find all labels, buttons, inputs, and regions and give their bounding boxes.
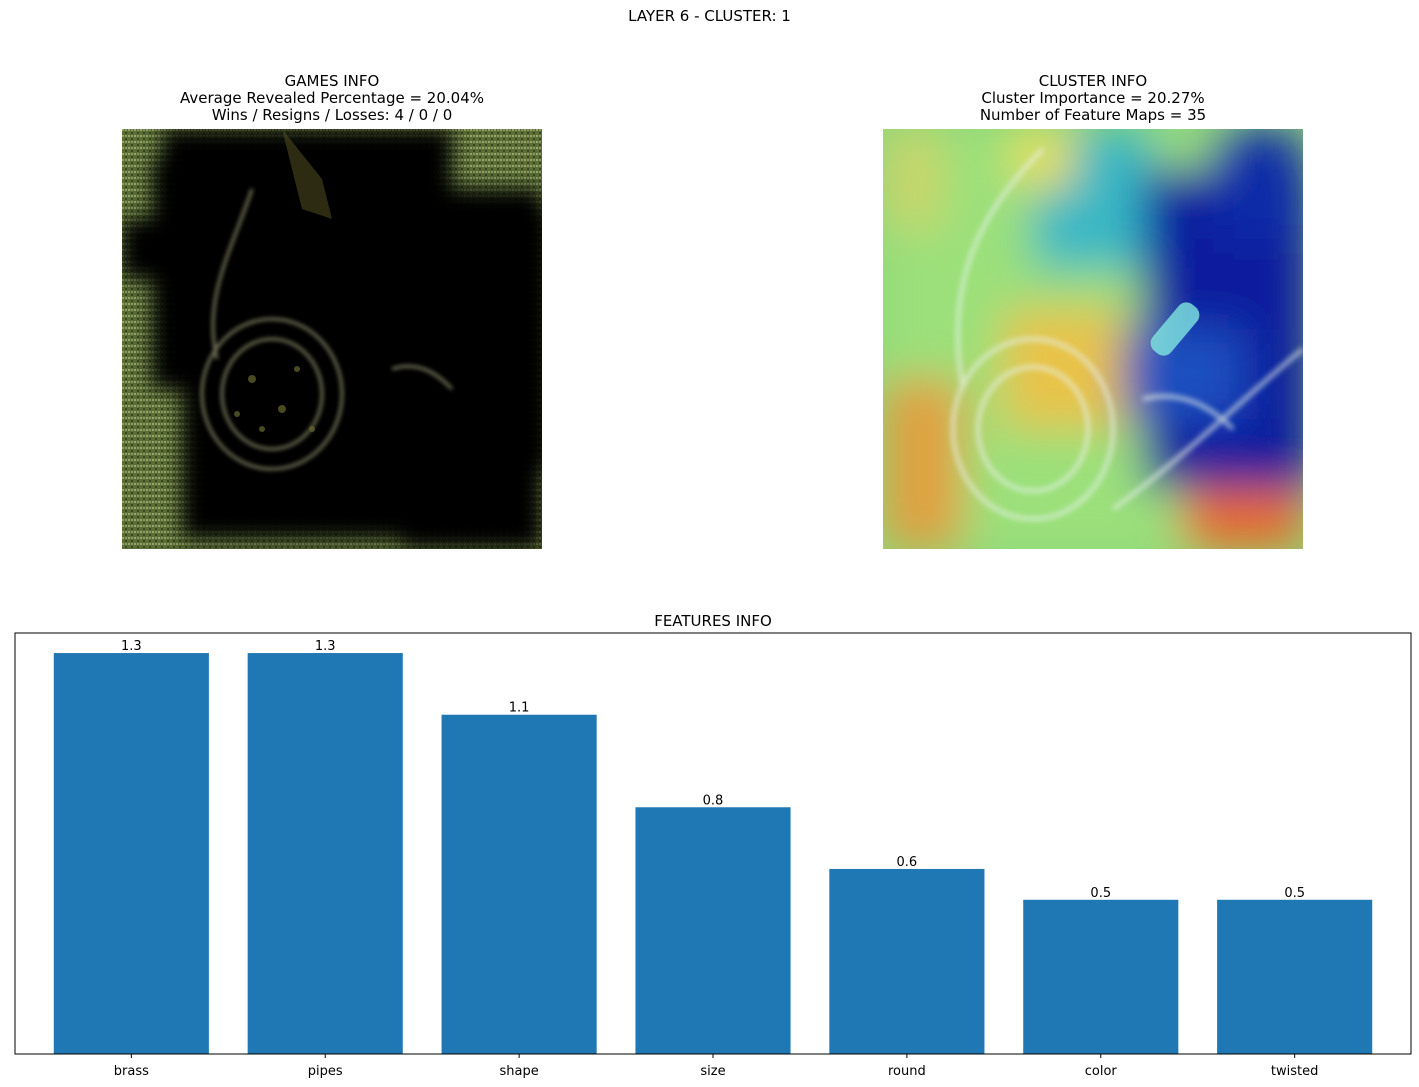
bar-color	[1023, 899, 1179, 1054]
bar-round	[829, 868, 985, 1054]
x-tick-label-round: round	[888, 1064, 926, 1079]
games-info-header: GAMES INFO Average Revealed Percentage =…	[122, 73, 542, 124]
games-info-results: Wins / Resigns / Losses: 4 / 0 / 0	[211, 106, 453, 124]
x-tick-label-size: size	[700, 1064, 725, 1079]
cluster-heatmap-image	[883, 129, 1303, 549]
x-tick-label-color: color	[1085, 1064, 1118, 1079]
x-tick-label-shape: shape	[499, 1064, 538, 1079]
bar-value-label-twisted: 0.5	[1284, 886, 1305, 901]
bar-value-label-shape: 1.1	[509, 701, 530, 716]
x-tick-label-twisted: twisted	[1271, 1064, 1318, 1079]
games-info-title: GAMES INFO	[284, 72, 380, 90]
bar-twisted	[1217, 899, 1373, 1054]
cluster-info-importance: Cluster Importance = 20.27%	[981, 89, 1205, 107]
figure-suptitle: LAYER 6 - CLUSTER: 1	[628, 7, 791, 25]
x-tick-label-pipes: pipes	[308, 1064, 343, 1079]
chart-title: FEATURES INFO	[654, 612, 772, 630]
revealed-image-graphic	[122, 129, 542, 549]
cluster-info-title: CLUSTER INFO	[1038, 72, 1148, 90]
bar-value-label-pipes: 1.3	[315, 639, 336, 654]
bar-brass	[53, 653, 209, 1054]
bar-size	[635, 807, 791, 1054]
bar-value-label-brass: 1.3	[121, 639, 142, 654]
cluster-heatmap-graphic	[883, 129, 1303, 549]
x-tick-label-brass: brass	[114, 1064, 149, 1079]
bar-value-label-color: 0.5	[1090, 886, 1111, 901]
bar-value-label-size: 0.8	[703, 793, 724, 808]
bar-shape	[441, 714, 597, 1054]
cluster-info-feature-maps: Number of Feature Maps = 35	[979, 106, 1207, 124]
chart-axes-frame	[14, 632, 1412, 1055]
bar-pipes	[247, 653, 403, 1054]
cluster-info-header: CLUSTER INFO Cluster Importance = 20.27%…	[883, 73, 1303, 124]
bar-value-label-round: 0.6	[897, 855, 918, 870]
games-info-revealed: Average Revealed Percentage = 20.04%	[179, 89, 484, 107]
revealed-image	[122, 129, 542, 549]
